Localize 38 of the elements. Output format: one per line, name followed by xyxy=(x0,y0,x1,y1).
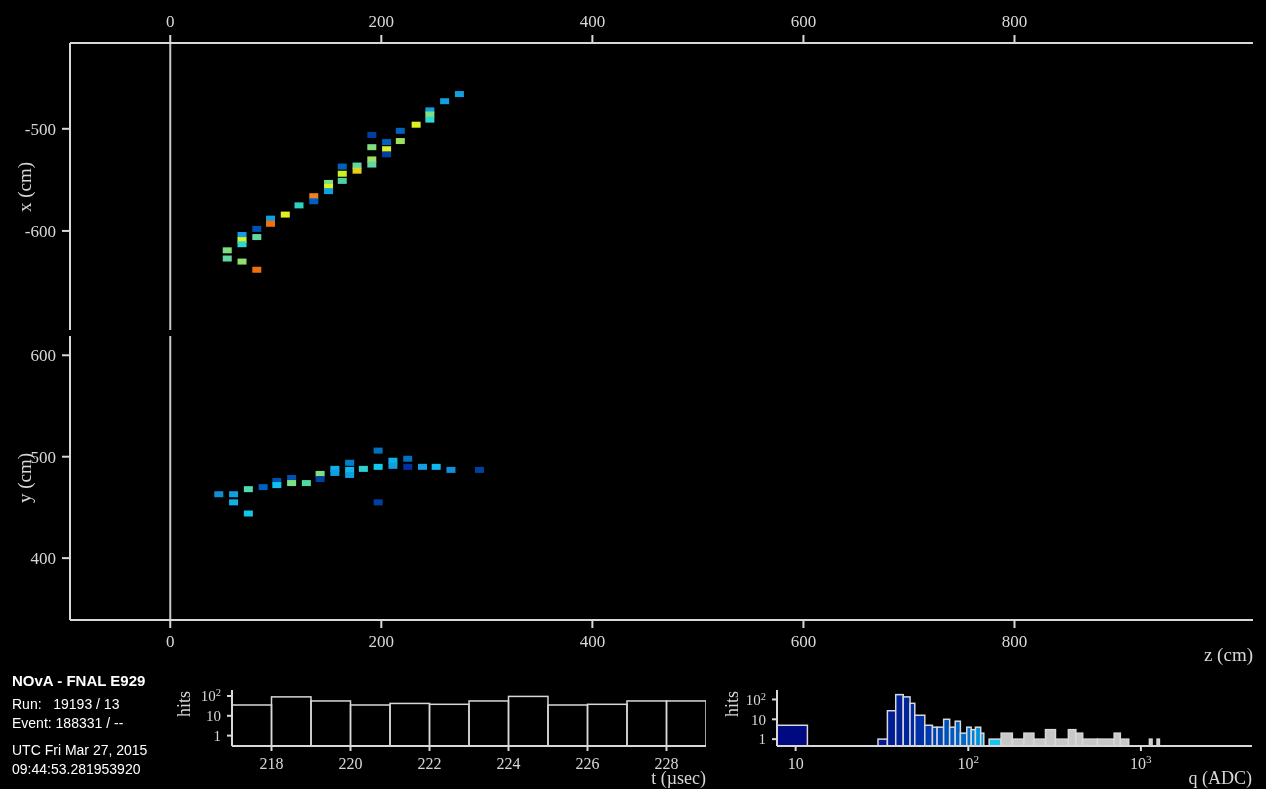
x-tick-label: 226 xyxy=(575,755,600,772)
x-tick-label: 10 xyxy=(787,755,804,772)
y-axis-title: hits xyxy=(721,690,742,718)
y-tick-label: 400 xyxy=(30,549,56,569)
y-tick-label: 1 xyxy=(213,727,221,744)
x-tick-label: 10$^{3}$ xyxy=(1130,753,1153,772)
x-tick-label: 600 xyxy=(790,12,817,31)
text: Run: 19193 / 13 xyxy=(12,695,121,714)
x-tick-label: 400 xyxy=(579,12,606,31)
y-axis-title: hits xyxy=(173,690,194,718)
y-tick-label: -500 xyxy=(24,119,56,139)
x-axis-title: z (cm) xyxy=(1203,644,1253,665)
x-tick-label: 224 xyxy=(496,755,521,772)
text: 09:44:53.281953920 xyxy=(12,760,142,779)
y-tick-label: 600 xyxy=(30,346,56,366)
y-tick-label: -600 xyxy=(24,221,56,241)
y-tick-label: 10$^{2}$ xyxy=(745,690,766,708)
x-tick-label: 0 xyxy=(166,12,175,31)
y-axis-title: x (cm) xyxy=(13,161,35,212)
y-tick-label: 1 xyxy=(758,731,766,748)
x-tick-label: 10$^{2}$ xyxy=(957,753,980,772)
x-tick-label: 200 xyxy=(368,12,395,31)
x-tick-label: 800 xyxy=(1001,632,1028,651)
y-tick-label: 10 xyxy=(206,708,221,725)
text: Event: 188331 / -- xyxy=(12,714,125,733)
x-axis-title: q (ADC) xyxy=(1188,768,1252,788)
x-tick-label: 220 xyxy=(338,755,363,772)
y-tick-label: 10 xyxy=(751,711,766,728)
y-tick-label: 10$^{2}$ xyxy=(200,686,221,705)
x-tick-label: 218 xyxy=(259,755,284,772)
x-tick-label: 800 xyxy=(1001,12,1028,31)
x-tick-label: 222 xyxy=(417,755,442,772)
text: NOvA - FNAL E929 xyxy=(12,672,147,689)
x-tick-label: 0 xyxy=(166,632,175,651)
text: UTC Fri Mar 27, 2015 xyxy=(12,741,149,760)
x-tick-label: 400 xyxy=(579,632,606,651)
x-tick-label: 200 xyxy=(368,632,395,651)
x-tick-label: 600 xyxy=(790,632,817,651)
